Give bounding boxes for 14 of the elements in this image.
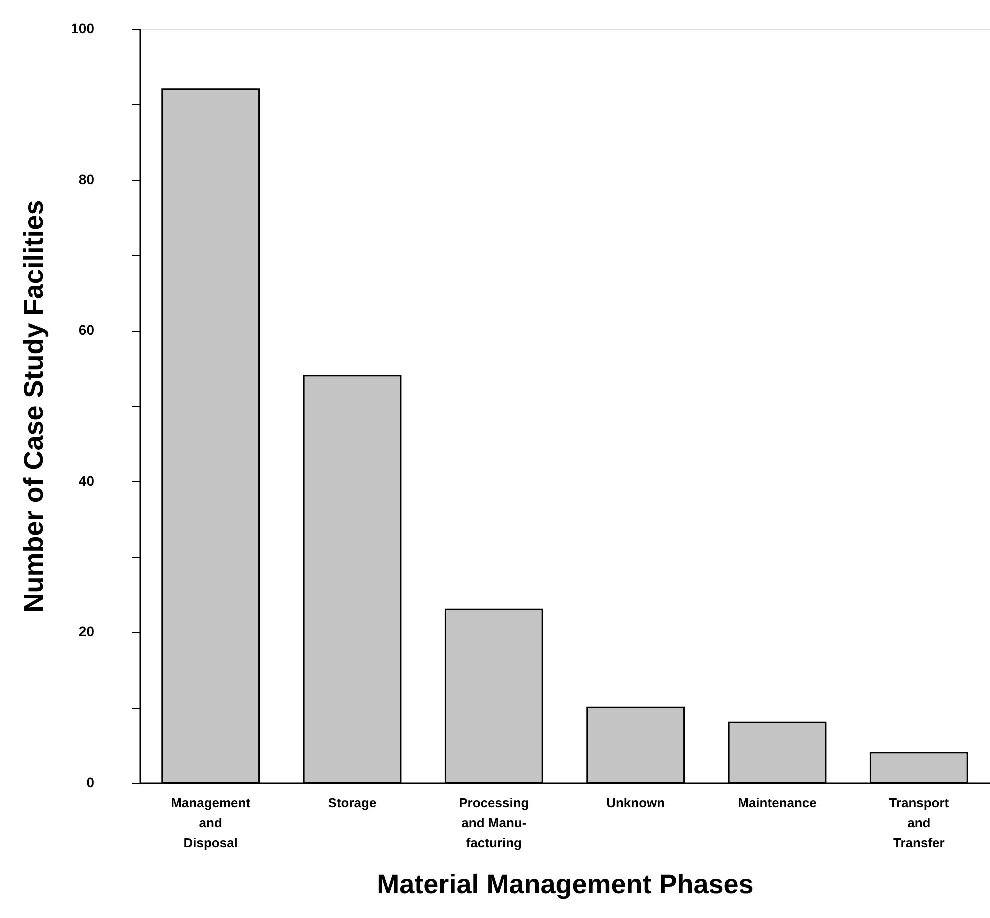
y-tick-label: 80 — [78, 171, 95, 188]
x-axis-title: Material Management Phases — [377, 870, 754, 900]
x-tick-label: Unknown — [606, 796, 666, 810]
x-tick-label: Maintenance — [738, 796, 817, 810]
y-tick-label: 40 — [78, 472, 95, 489]
y-tick-label: 60 — [78, 322, 95, 338]
x-tick-label: Management and Disposal — [171, 796, 252, 850]
y-axis-title: Number of Case Study Facilities — [19, 200, 50, 613]
x-tick-label: Processing and Manu- facturing — [459, 796, 530, 850]
x-tick-label: Storage — [328, 796, 377, 810]
y-tick-label: 0 — [86, 774, 95, 790]
x-tick-label: Transport and Transfer — [889, 796, 950, 850]
y-tick-label: 20 — [78, 624, 95, 640]
y-tick-label: 100 — [71, 20, 95, 36]
